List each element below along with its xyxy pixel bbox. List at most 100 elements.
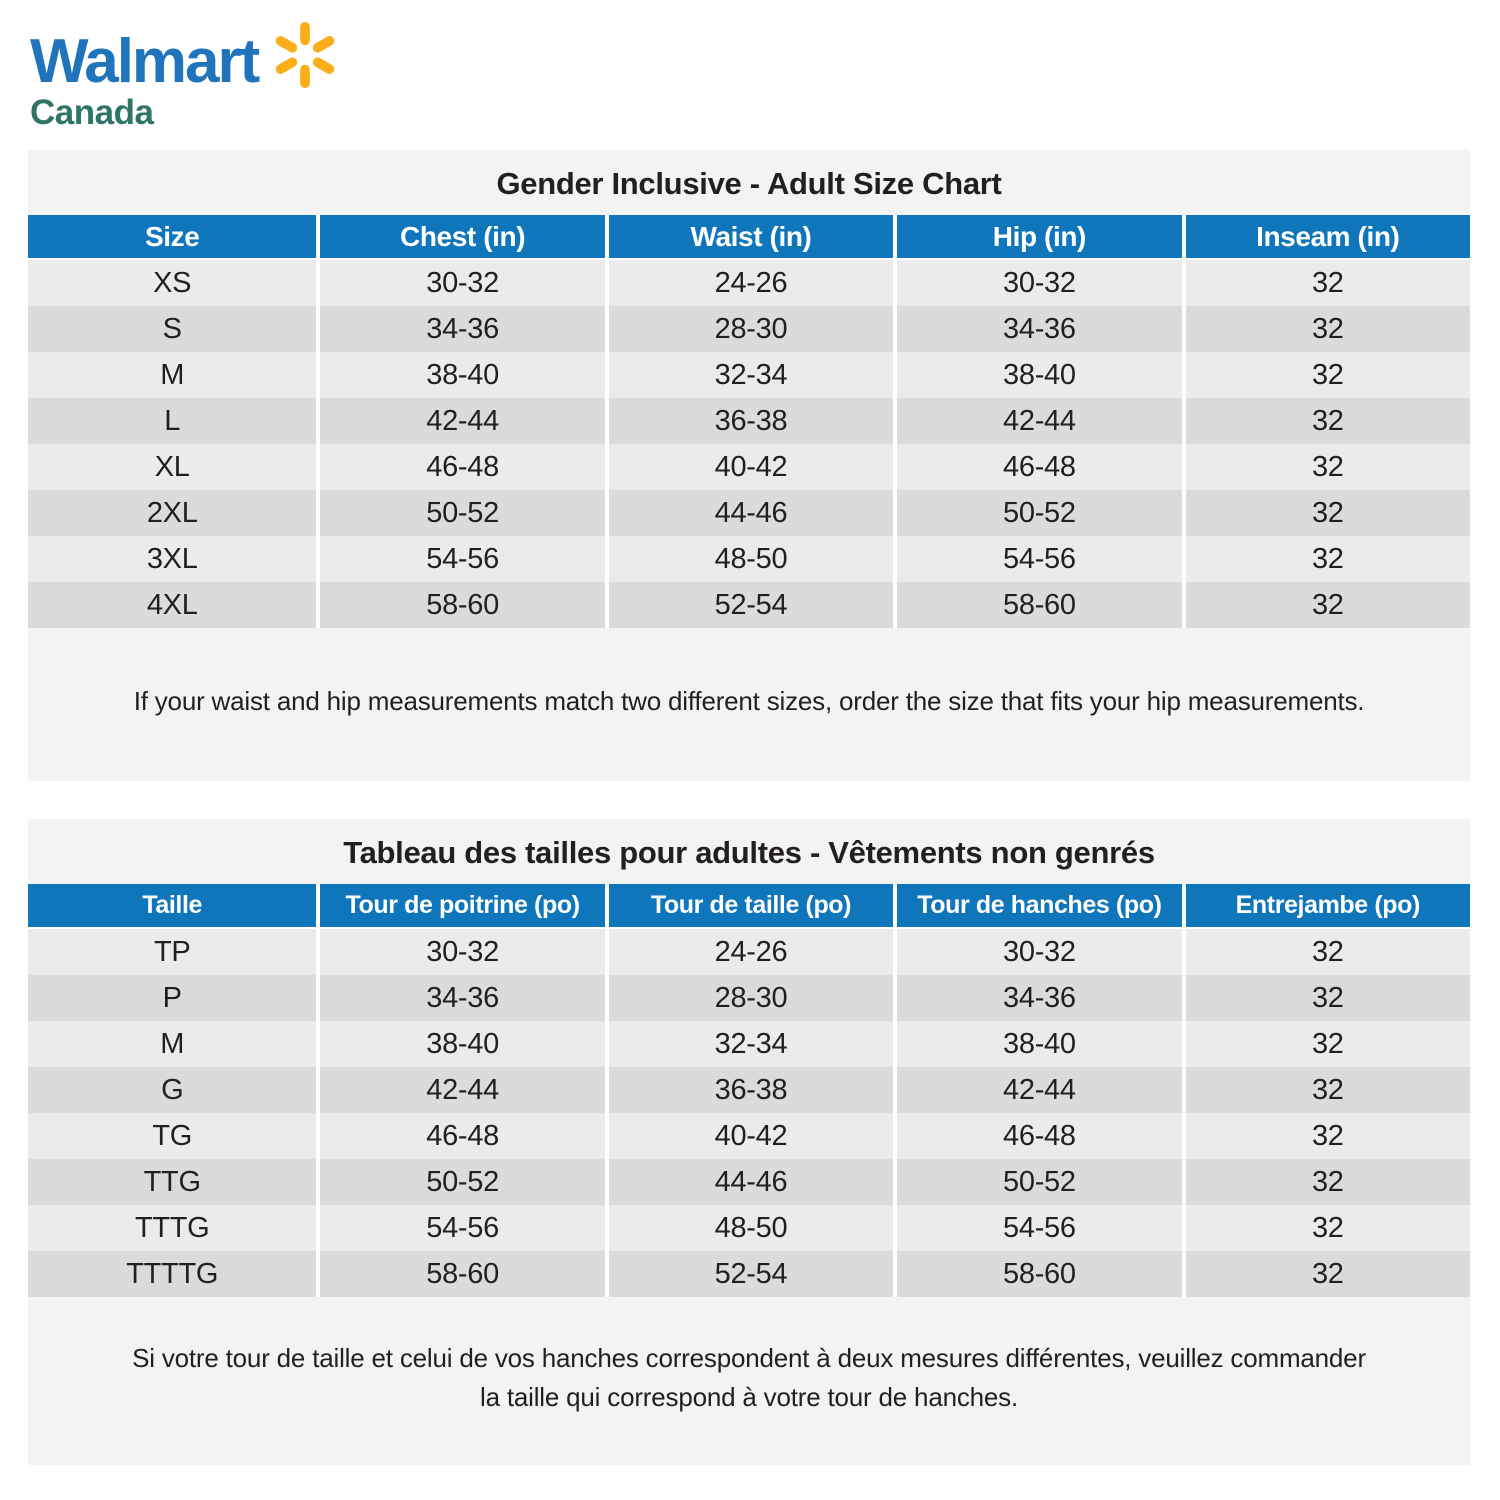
table-row: TG 46-48 40-42 46-48 32 [28,1113,1470,1159]
walmart-spark-icon [276,21,335,89]
measurement-cell: 58-60 [316,1251,605,1297]
measurement-cell: 32 [1181,1067,1470,1113]
size-cell: TP [28,929,317,975]
measurement-cell: 54-56 [316,536,605,582]
measurement-cell: 24-26 [604,260,894,306]
measurement-cell: 46-48 [316,1113,605,1159]
size-table-fr-head: Taille Tour de poitrine (po) Tour de taill… [28,884,1470,929]
measurement-cell: 58-60 [316,582,605,628]
size-table-en-head: Size Chest (in) Waist (in) Hip (in) Inseam (… [28,215,1470,260]
logo-region-label: Canada [30,93,154,132]
measurement-cell: 32-34 [604,1021,894,1067]
measurement-cell: 32 [1181,536,1470,582]
measurement-cell: 36-38 [604,1067,894,1113]
measurement-cell: 36-38 [604,398,894,444]
measurement-cell: 32 [1181,1113,1470,1159]
measurement-cell: 32 [1181,306,1470,352]
measurement-cell: 32 [1181,260,1470,306]
column-header: Tour de poitrine (po) [316,884,605,929]
measurement-cell: 42-44 [893,398,1182,444]
table-row: P 34-36 28-30 34-36 32 [28,975,1470,1021]
column-header: Tour de hanches (po) [893,884,1182,929]
measurement-cell: 54-56 [316,1205,605,1251]
column-header: Entrejambe (po) [1181,884,1470,929]
table-row: TTG 50-52 44-46 50-52 32 [28,1159,1470,1205]
measurement-cell: 30-32 [316,260,605,306]
logo-row: Walmart [30,21,1500,98]
measurement-cell: 38-40 [316,352,605,398]
size-chart-title-en: Gender Inclusive - Adult Size Chart [496,166,1002,201]
walmart-wordmark: Walmart [30,27,260,96]
table-row: TTTTG 58-60 52-54 58-60 32 [28,1251,1470,1297]
measurement-cell: 50-52 [893,490,1182,536]
table-row: M 38-40 32-34 38-40 32 [28,1021,1470,1067]
measurement-cell: 32 [1181,1205,1470,1251]
measurement-cell: 30-32 [893,260,1182,306]
size-cell: G [28,1067,317,1113]
measurement-cell: 48-50 [604,536,894,582]
measurement-cell: 48-50 [604,1205,894,1251]
measurement-cell: 32-34 [604,352,894,398]
table-row: TTTG 54-56 48-50 54-56 32 [28,1205,1470,1251]
column-header: Inseam (in) [1181,215,1470,260]
header-row: Size Chest (in) Waist (in) Hip (in) Inseam (… [28,215,1470,260]
size-cell: TTG [28,1159,317,1205]
column-header: Taille [28,884,317,929]
size-cell: TG [28,1113,317,1159]
size-cell: 3XL [28,536,317,582]
table-row: TP 30-32 24-26 30-32 32 [28,929,1470,975]
measurement-cell: 40-42 [604,444,894,490]
measurement-cell: 50-52 [893,1159,1182,1205]
size-table-fr-body: TP 30-32 24-26 30-32 32 P 34-36 28-30 34-36 32 M 38… [28,929,1470,1297]
measurement-cell: 38-40 [893,352,1182,398]
table-row: XL 46-48 40-42 46-48 32 [28,444,1470,490]
measurement-cell: 32 [1181,1159,1470,1205]
table-row: 4XL 58-60 52-54 58-60 32 [28,582,1470,628]
measurement-cell: 30-32 [893,929,1182,975]
measurement-cell: 58-60 [893,1251,1182,1297]
measurement-cell: 32 [1181,1021,1470,1067]
size-table-fr: Taille Tour de poitrine (po) Tour de taill… [28,884,1470,1297]
measurement-cell: 58-60 [893,582,1182,628]
column-header: Size [28,215,317,260]
measurement-cell: 46-48 [893,1113,1182,1159]
measurement-cell: 28-30 [604,306,894,352]
measurement-cell: 34-36 [893,975,1182,1021]
size-chart-section-en: Gender Inclusive - Adult Size Chart Size… [28,150,1470,781]
measurement-cell: 42-44 [893,1067,1182,1113]
table-row: 3XL 54-56 48-50 54-56 32 [28,536,1470,582]
measurement-cell: 46-48 [316,444,605,490]
table-row: S 34-36 28-30 34-36 32 [28,306,1470,352]
measurement-cell: 40-42 [604,1113,894,1159]
size-cell: L [28,398,317,444]
size-cell: S [28,306,317,352]
size-cell: TTTTG [28,1251,317,1297]
measurement-cell: 34-36 [316,975,605,1021]
walmart-logo: Walmart Canada [30,21,1500,132]
size-chart-footnote-en: If your waist and hip measurements match… [133,686,1365,716]
table-row: M 38-40 32-34 38-40 32 [28,352,1470,398]
measurement-cell: 54-56 [893,1205,1182,1251]
measurement-cell: 32 [1181,582,1470,628]
measurement-cell: 44-46 [604,1159,894,1205]
measurement-cell: 38-40 [316,1021,605,1067]
size-cell: 4XL [28,582,317,628]
size-cell: M [28,1021,317,1067]
size-chart-section-fr: Tableau des tailles pour adultes - Vêtem… [28,819,1470,1465]
measurement-cell: 34-36 [893,306,1182,352]
measurement-cell: 44-46 [604,490,894,536]
measurement-cell: 32 [1181,398,1470,444]
measurement-cell: 38-40 [893,1021,1182,1067]
measurement-cell: 32 [1181,1251,1470,1297]
measurement-cell: 32 [1181,929,1470,975]
measurement-cell: 32 [1181,444,1470,490]
size-cell: XL [28,444,317,490]
column-header: Waist (in) [604,215,894,260]
measurement-cell: 34-36 [316,306,605,352]
column-header: Chest (in) [316,215,605,260]
size-cell: TTTG [28,1205,317,1251]
table-row: L 42-44 36-38 42-44 32 [28,398,1470,444]
measurement-cell: 32 [1181,975,1470,1021]
size-table-en-body: XS 30-32 24-26 30-32 32 S 34-36 28-30 34-36 32 M 38… [28,260,1470,628]
size-table-en: Size Chest (in) Waist (in) Hip (in) Inseam (… [28,215,1470,628]
